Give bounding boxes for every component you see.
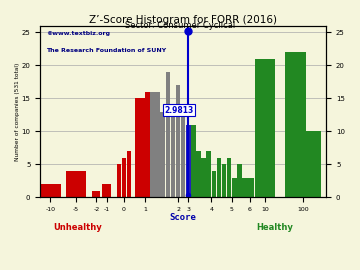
Title: Z’-Score Histogram for FORR (2016): Z’-Score Histogram for FORR (2016): [89, 15, 277, 25]
Bar: [40, 184, 60, 197]
Text: ©www.textbiz.org: ©www.textbiz.org: [46, 31, 110, 36]
Bar: [301, 131, 321, 197]
Bar: [191, 125, 196, 197]
Bar: [140, 98, 145, 197]
Bar: [127, 151, 131, 197]
X-axis label: Score: Score: [170, 213, 197, 222]
Y-axis label: Number of companies (531 total): Number of companies (531 total): [15, 62, 20, 161]
Bar: [255, 59, 275, 197]
Bar: [117, 164, 121, 197]
Bar: [176, 85, 180, 197]
Bar: [103, 184, 111, 197]
Bar: [246, 177, 254, 197]
Bar: [156, 92, 160, 197]
Text: Unhealthy: Unhealthy: [53, 223, 102, 232]
Bar: [135, 98, 140, 197]
Bar: [206, 151, 211, 197]
Text: Sector: Consumer Cyclical: Sector: Consumer Cyclical: [125, 21, 235, 30]
Bar: [201, 158, 206, 197]
Bar: [222, 164, 226, 197]
Bar: [227, 158, 231, 197]
Bar: [122, 158, 126, 197]
Bar: [196, 151, 201, 197]
Bar: [171, 105, 175, 197]
Text: Healthy: Healthy: [256, 223, 293, 232]
Bar: [237, 164, 242, 197]
Bar: [145, 92, 150, 197]
Bar: [217, 158, 221, 197]
Bar: [161, 112, 165, 197]
Text: 2.9813: 2.9813: [165, 106, 194, 115]
Bar: [242, 177, 247, 197]
Bar: [232, 177, 237, 197]
Bar: [285, 52, 306, 197]
Text: The Research Foundation of SUNY: The Research Foundation of SUNY: [46, 48, 166, 53]
Bar: [181, 112, 185, 197]
Bar: [150, 92, 155, 197]
Bar: [92, 191, 100, 197]
Bar: [186, 125, 190, 197]
Bar: [166, 72, 170, 197]
Bar: [66, 171, 86, 197]
Bar: [212, 171, 216, 197]
